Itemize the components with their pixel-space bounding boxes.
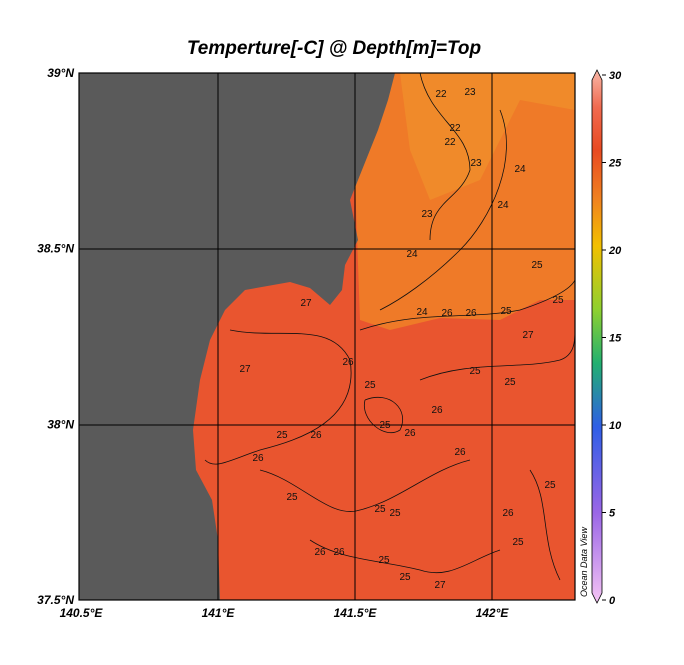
x-tick-label: 141°E	[202, 606, 236, 620]
contour-label: 23	[421, 209, 433, 220]
contour-label: 26	[465, 308, 477, 319]
title: Temperture[-C] @ Depth[m]=Top	[187, 38, 481, 59]
contour-label: 25	[389, 508, 401, 519]
contour-label: 26	[342, 357, 354, 368]
contour-label: 25	[276, 430, 288, 441]
contour-label: 25	[378, 555, 390, 566]
colorbar-tick-label: 20	[608, 245, 622, 257]
colorbar-tick-label: 25	[608, 158, 622, 170]
contour-label: 26	[441, 308, 453, 319]
contour-label: 22	[449, 123, 461, 134]
graticule	[79, 73, 575, 600]
contour-label: 27	[239, 364, 251, 375]
contour-label: 25	[399, 572, 411, 583]
x-tick-label: 140.5°E	[60, 606, 104, 620]
colorbar-tick-label: 30	[609, 70, 622, 82]
contour-label: 26	[454, 447, 466, 458]
contour-label: 25	[504, 377, 516, 388]
contour-label: 26	[252, 453, 264, 464]
y-tick-label: 38.5°N	[37, 242, 74, 256]
contour-label: 26	[314, 547, 326, 558]
y-tick-label: 39°N	[47, 66, 74, 80]
contour-label: 24	[416, 307, 428, 318]
contour-label: 25	[379, 420, 391, 431]
contour-label: 26	[333, 547, 345, 558]
x-tick-label: 142°E	[476, 606, 510, 620]
contour-label: 22	[444, 137, 456, 148]
cool-region	[400, 73, 575, 200]
colorbar-tick-label: 15	[609, 333, 622, 345]
contour-label: 27	[300, 298, 312, 309]
x-tick-label: 141.5°E	[334, 606, 378, 620]
frame	[78, 72, 576, 601]
contour-label: 27	[522, 330, 534, 341]
y-tick-label: 37.5°N	[37, 593, 74, 607]
contour-label: 26	[310, 430, 322, 441]
colorbar-tick-label: 5	[609, 508, 616, 520]
contour-label: 24	[497, 200, 509, 211]
contour-label: 25	[364, 380, 376, 391]
y-tick-label: 38°N	[47, 417, 74, 431]
contour-label: 22	[435, 89, 447, 100]
y-ticks: 39°N 38.5°N 38°N 37.5°N	[37, 66, 74, 607]
contour-label: 23	[470, 158, 482, 169]
contour-label: 25	[374, 504, 386, 515]
contour-label: 25	[469, 366, 481, 377]
contour-label: 24	[406, 249, 418, 260]
colorbar	[591, 69, 603, 604]
colorbar-tick-label: 0	[609, 595, 616, 607]
contour-label: 26	[431, 405, 443, 416]
land	[79, 73, 395, 600]
colorbar-ticks: 0 5 10 15 20 25 30	[602, 70, 622, 607]
contour-label: 27	[434, 580, 446, 591]
contours	[204, 73, 575, 581]
contour-label: 24	[514, 164, 526, 175]
colorbar-tick-label: 10	[609, 420, 622, 432]
contour-label: 25	[512, 537, 524, 548]
watermark: Ocean Data View	[579, 527, 589, 597]
contour-label: 25	[552, 295, 564, 306]
contour-label: 25	[500, 306, 512, 317]
contour-label: 25	[544, 480, 556, 491]
contour-label: 26	[404, 428, 416, 439]
x-ticks: 140.5°E 141°E 141.5°E 142°E	[60, 606, 510, 620]
contour-label: 26	[502, 508, 514, 519]
contour-label: 23	[464, 87, 476, 98]
contour-label: 25	[531, 260, 543, 271]
contour-label: 25	[286, 492, 298, 503]
